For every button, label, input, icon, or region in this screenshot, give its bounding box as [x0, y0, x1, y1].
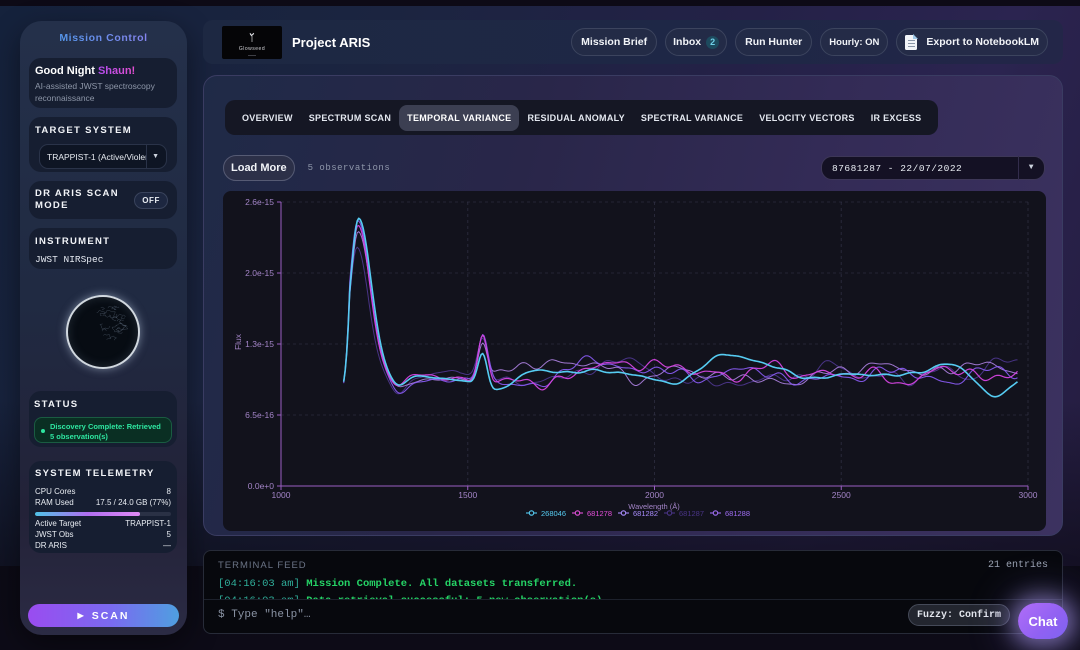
svg-text:3000: 3000: [1019, 490, 1038, 500]
svg-text:1.3e-15: 1.3e-15: [245, 339, 274, 349]
svg-text:Flux: Flux: [233, 333, 243, 350]
svg-text:681282: 681282: [633, 509, 658, 518]
svg-text:681288: 681288: [725, 509, 750, 518]
svg-text:2.0e-15: 2.0e-15: [245, 268, 274, 278]
svg-text:2.6e-15: 2.6e-15: [245, 197, 274, 207]
svg-text:1500: 1500: [458, 490, 477, 500]
svg-text:0.0e+0: 0.0e+0: [248, 481, 275, 491]
svg-text:681287: 681287: [679, 509, 704, 518]
svg-text:6.5e-16: 6.5e-16: [245, 410, 274, 420]
svg-text:2000: 2000: [645, 490, 664, 500]
svg-text:1000: 1000: [272, 490, 291, 500]
svg-text:Wavelength (Å): Wavelength (Å): [628, 502, 680, 511]
svg-text:681278: 681278: [587, 509, 612, 518]
svg-text:268046: 268046: [541, 509, 566, 518]
svg-text:2500: 2500: [832, 490, 851, 500]
